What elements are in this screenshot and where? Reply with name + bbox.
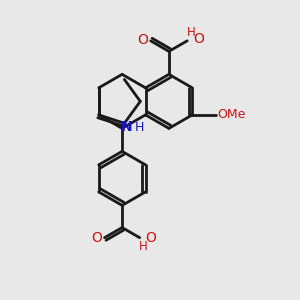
Text: OMe: OMe — [217, 108, 245, 122]
Text: O: O — [193, 32, 204, 46]
Text: O: O — [138, 33, 148, 47]
Text: O: O — [92, 231, 102, 245]
Text: O: O — [146, 231, 156, 245]
Text: N: N — [121, 120, 133, 134]
Text: H: H — [139, 240, 148, 253]
Text: H: H — [135, 121, 144, 134]
Text: H: H — [187, 26, 196, 39]
